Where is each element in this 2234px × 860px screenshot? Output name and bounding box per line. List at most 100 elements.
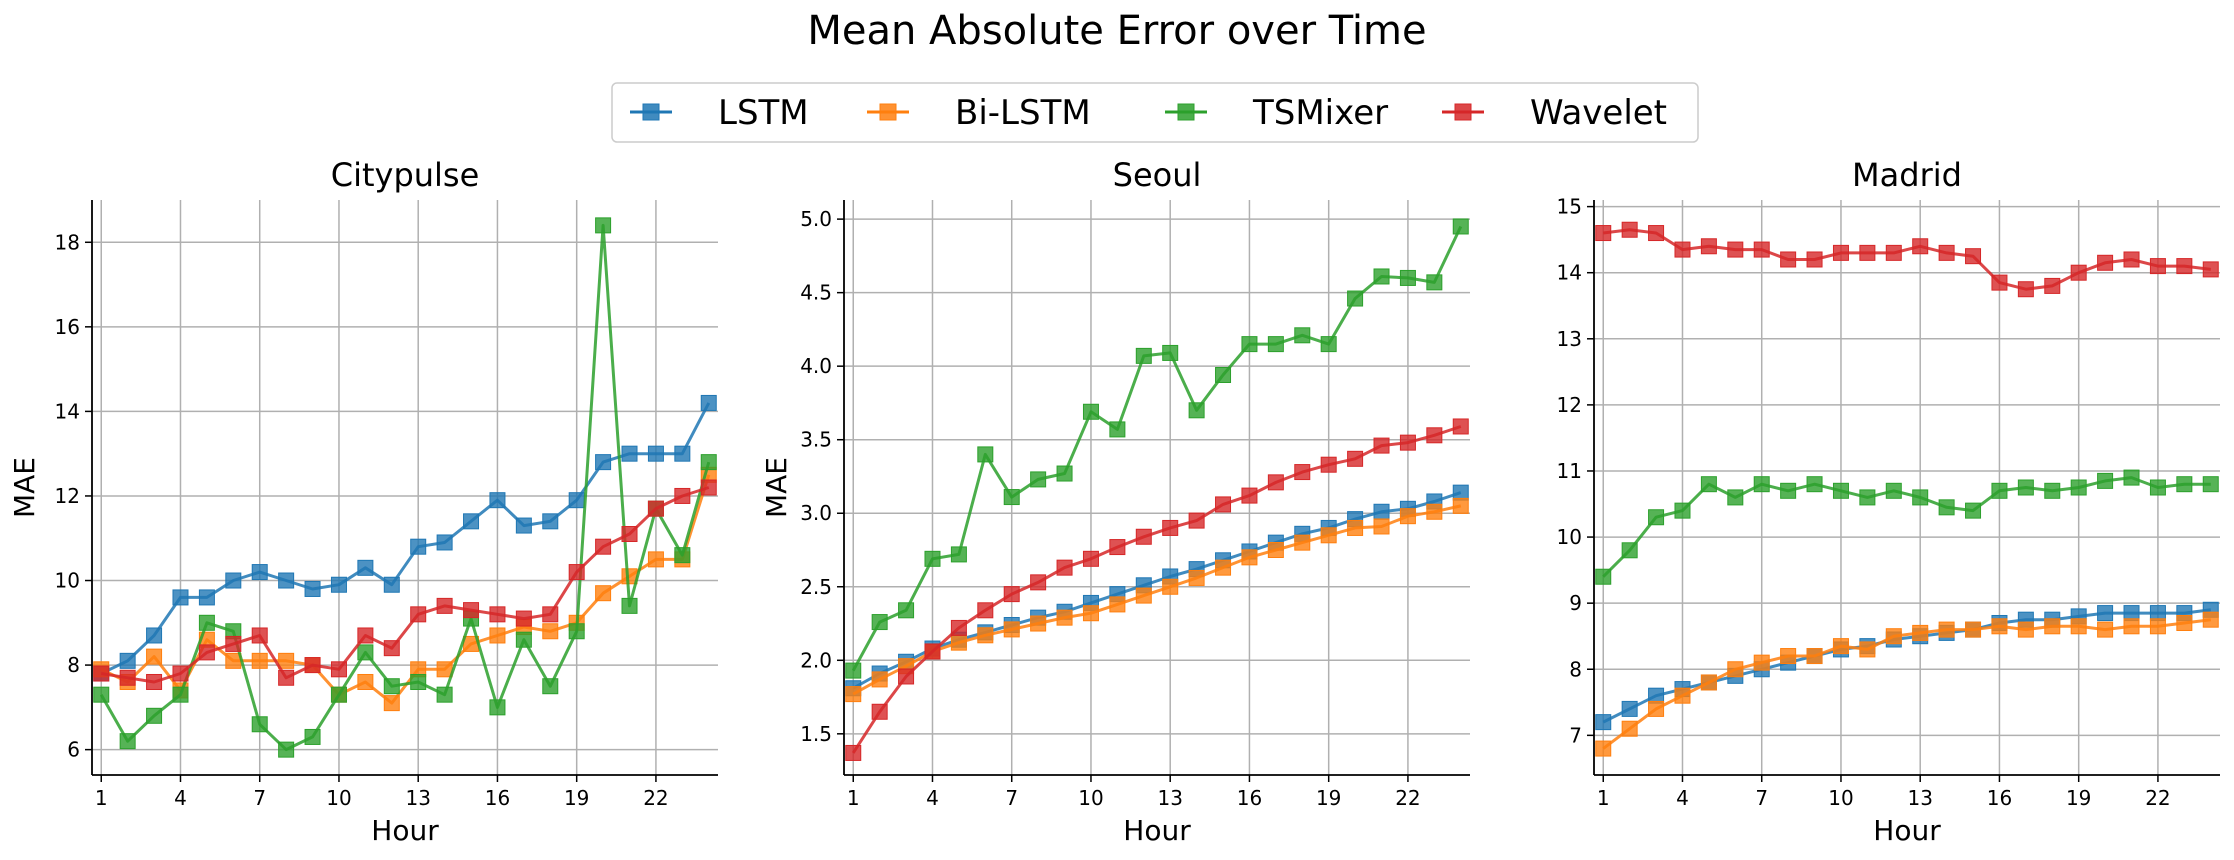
data-point — [1885, 244, 1902, 261]
data-point — [1215, 496, 1232, 513]
y-tick-label: 4.5 — [800, 281, 832, 305]
data-point — [1452, 218, 1469, 235]
data-point — [977, 446, 994, 463]
data-point — [119, 652, 136, 669]
x-tick-label: 19 — [1316, 786, 1341, 810]
data-point — [2176, 258, 2193, 275]
data-point — [2097, 621, 2114, 638]
data-point — [251, 652, 268, 669]
data-point — [2202, 261, 2219, 278]
data-point — [172, 589, 189, 606]
data-point — [383, 576, 400, 593]
data-point — [2149, 618, 2166, 635]
data-point — [1162, 578, 1179, 595]
data-point — [1162, 344, 1179, 361]
data-point — [251, 716, 268, 733]
data-point — [304, 580, 321, 597]
data-point — [1241, 336, 1258, 353]
data-point — [330, 686, 347, 703]
data-point — [2044, 277, 2061, 294]
data-point — [2070, 479, 2087, 496]
data-point — [1806, 476, 1823, 493]
legend-label: Wavelet — [1530, 93, 1667, 133]
data-point — [1399, 434, 1416, 451]
data-point — [1621, 221, 1638, 238]
data-point — [1426, 427, 1443, 444]
data-point — [1082, 550, 1099, 567]
data-point — [278, 572, 295, 589]
y-tick-label: 1.5 — [800, 722, 832, 746]
data-point — [357, 627, 374, 644]
legend-item-lstm: LSTM — [630, 93, 809, 133]
data-point — [383, 678, 400, 695]
data-point — [2097, 605, 2114, 622]
x-tick-label: 13 — [1907, 786, 1932, 810]
data-point — [871, 703, 888, 720]
data-point — [225, 635, 242, 652]
data-point — [1135, 587, 1152, 604]
data-point — [93, 665, 110, 682]
data-point — [1294, 464, 1311, 481]
series-line — [1602, 476, 2211, 578]
data-point — [2149, 258, 2166, 275]
data-point — [2070, 618, 2087, 635]
data-point — [1780, 648, 1797, 665]
data-point — [1320, 527, 1337, 544]
data-point — [2202, 611, 2219, 628]
panel-citypulse: 1 4 7 10 13 16 19 22681012141618CitypulseHourMA… — [8, 156, 718, 847]
data-point — [330, 661, 347, 678]
data-point — [845, 686, 862, 703]
data-point — [898, 602, 915, 619]
data-point — [1003, 489, 1020, 506]
series-line — [852, 504, 1462, 696]
y-tick-label: 2.5 — [800, 575, 832, 599]
legend-label: TSMixer — [1252, 93, 1388, 133]
data-point — [568, 492, 585, 509]
data-point — [436, 686, 453, 703]
data-point — [278, 652, 295, 669]
data-point — [595, 217, 612, 234]
y-tick-label: 3.5 — [800, 428, 832, 452]
data-point — [1294, 327, 1311, 344]
data-point — [1806, 648, 1823, 665]
data-point — [1832, 638, 1849, 655]
x-tick-label: 10 — [326, 786, 351, 810]
x-tick-label: 10 — [1078, 786, 1103, 810]
data-point — [1135, 528, 1152, 545]
data-point — [1700, 238, 1717, 255]
figure-title: Mean Absolute Error over Time — [807, 8, 1426, 54]
x-tick-label: 16 — [1237, 786, 1262, 810]
x-axis-label: Hour — [1123, 814, 1191, 847]
data-point — [2044, 482, 2061, 499]
data-point — [924, 643, 941, 660]
data-point — [2123, 469, 2140, 486]
data-point — [1373, 437, 1390, 454]
data-point — [1648, 509, 1665, 526]
data-point — [357, 644, 374, 661]
data-point — [119, 733, 136, 750]
data-point — [1912, 238, 1929, 255]
legend-marker — [1454, 103, 1472, 121]
data-point — [1859, 641, 1876, 658]
y-tick-label: 8 — [67, 653, 80, 677]
y-tick-label: 10 — [1557, 525, 1582, 549]
data-point — [383, 640, 400, 657]
data-point — [1885, 628, 1902, 645]
y-tick-label: 10 — [55, 569, 80, 593]
legend-frame — [611, 82, 1699, 143]
data-point — [1753, 476, 1770, 493]
data-point — [225, 572, 242, 589]
data-point — [1452, 418, 1469, 435]
data-point — [700, 479, 717, 496]
series-wavelet — [1595, 221, 2219, 298]
data-point — [1965, 621, 1982, 638]
data-point — [1188, 402, 1205, 419]
data-point — [1727, 241, 1744, 258]
legend-label: Bi-LSTM — [955, 93, 1091, 133]
data-point — [647, 500, 664, 517]
data-point — [1030, 471, 1047, 488]
x-tick-label: 1 — [95, 786, 108, 810]
x-tick-label: 13 — [405, 786, 430, 810]
data-point — [278, 741, 295, 758]
x-axis-label: Hour — [371, 814, 439, 847]
